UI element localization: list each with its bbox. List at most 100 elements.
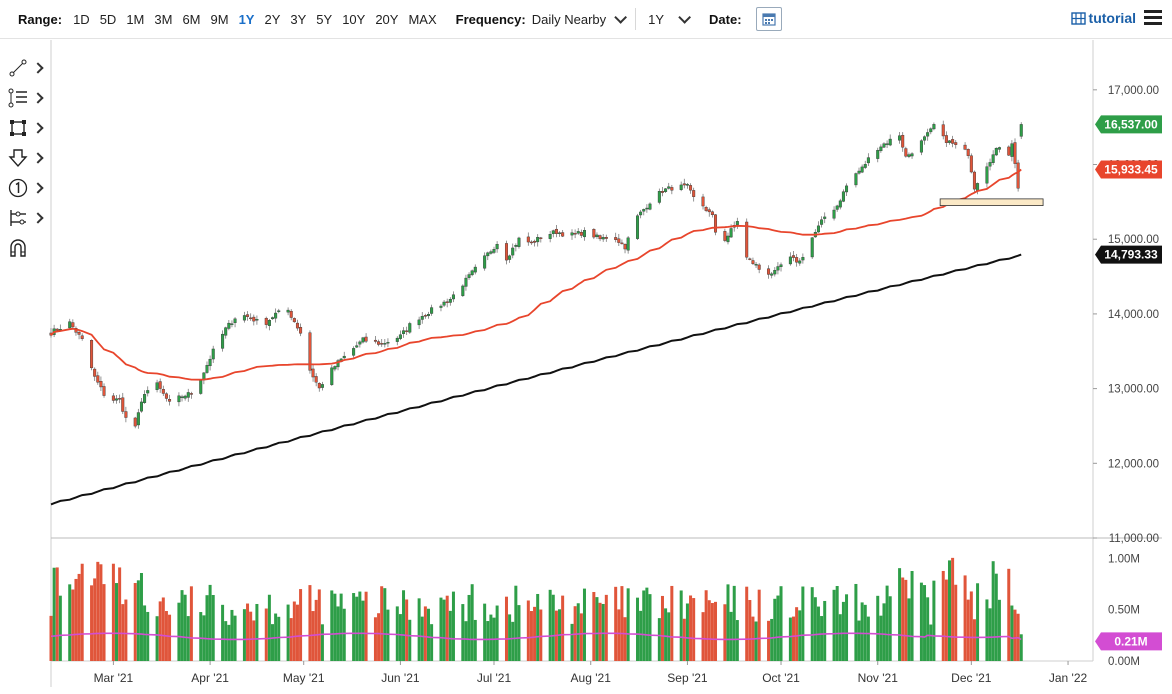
x-tick-label: Dec '21 — [951, 671, 992, 685]
candle-body — [164, 393, 168, 399]
range-2y[interactable]: 2Y — [264, 11, 281, 27]
candle-body — [748, 258, 752, 260]
volume-bar — [820, 616, 824, 661]
volume-average-badge-text: 0.21M — [1114, 634, 1147, 648]
candle-body — [947, 140, 951, 143]
toolbar-divider — [635, 8, 637, 30]
volume-bar — [289, 618, 293, 661]
x-tick-label: Jan '22 — [1049, 671, 1088, 685]
candle-body — [189, 393, 193, 395]
candle-body — [885, 143, 889, 145]
candle-body — [554, 228, 558, 234]
count-tool[interactable] — [8, 176, 48, 200]
volume-bar — [143, 605, 147, 661]
candle-body — [1016, 162, 1020, 189]
candle-body — [823, 216, 827, 219]
candle-body — [339, 358, 343, 362]
calendar-button[interactable] — [755, 7, 782, 31]
candle-body — [161, 389, 165, 394]
candle-body — [358, 341, 362, 345]
volume-bar — [648, 594, 652, 661]
range-5y[interactable]: 5Y — [316, 11, 333, 27]
count-tool-icon — [8, 178, 28, 198]
tutorial-link[interactable]: tutorial — [1070, 10, 1136, 26]
candle-body — [972, 171, 976, 190]
candle-body — [208, 358, 212, 367]
x-tick-label: Nov '21 — [858, 671, 899, 685]
range-3y[interactable]: 3Y — [290, 11, 307, 27]
candle-body — [642, 209, 646, 212]
fib-tool[interactable] — [8, 86, 48, 110]
candle-body — [205, 365, 209, 373]
volume-bar — [373, 617, 377, 661]
candle-body — [492, 249, 496, 253]
range-10y[interactable]: 10Y — [342, 11, 366, 27]
price-tick-label: 11,000.00 — [1109, 533, 1159, 545]
candle-body — [954, 142, 958, 145]
frequency-select[interactable]: Daily Nearby — [532, 10, 628, 27]
candle-body — [314, 376, 318, 383]
volume-bar — [161, 597, 165, 661]
range-20y[interactable]: 20Y — [375, 11, 399, 27]
rectangle-tool[interactable] — [8, 116, 48, 140]
candle-body — [473, 266, 477, 273]
candle-body — [798, 260, 802, 264]
volume-bar — [233, 615, 237, 661]
range-6m[interactable]: 6M — [182, 11, 201, 27]
volume-bar — [579, 613, 583, 661]
candle-body — [944, 135, 948, 143]
candle-body — [246, 314, 250, 317]
period-select[interactable]: 1Y — [648, 10, 692, 27]
candle-body — [773, 270, 777, 275]
volume-bars — [49, 557, 1023, 661]
range-1y[interactable]: 1Y — [238, 11, 255, 27]
candle-body — [988, 162, 992, 167]
short-ma-badge-text: 15,933.45 — [1104, 162, 1158, 176]
range-3m[interactable]: 3M — [154, 11, 173, 27]
volume-bar — [882, 603, 886, 661]
candle-body — [595, 234, 599, 237]
volume-bar — [93, 578, 97, 661]
chevron-right-icon — [32, 152, 44, 164]
volume-bar — [854, 583, 858, 661]
line-tool[interactable] — [8, 56, 48, 80]
volume-bar — [402, 590, 406, 661]
candle-body — [907, 154, 911, 157]
range-9m[interactable]: 9M — [210, 11, 229, 27]
volume-bar — [751, 616, 755, 661]
measure-tool[interactable] — [8, 206, 48, 230]
candle-body — [320, 384, 324, 388]
volume-bar — [704, 590, 708, 661]
candle-body — [901, 134, 905, 148]
candle-body — [155, 382, 159, 390]
volume-bar — [115, 583, 119, 661]
volume-bar — [617, 609, 621, 661]
volume-tick-label: 1.00M — [1108, 553, 1140, 565]
volume-bar — [529, 611, 533, 661]
candle-body — [904, 148, 908, 157]
range-1m[interactable]: 1M — [126, 11, 145, 27]
volume-bar — [311, 611, 315, 661]
volume-bar — [823, 600, 827, 661]
candle-body — [723, 231, 727, 241]
range-max[interactable]: MAX — [408, 11, 437, 27]
volume-bar — [536, 593, 540, 661]
volume-bar — [954, 584, 958, 661]
hamburger-menu-button[interactable] — [1144, 10, 1162, 26]
volume-bar — [249, 611, 253, 661]
volume-bar — [548, 589, 552, 661]
volume-bar — [383, 588, 387, 661]
volume-bar — [735, 620, 739, 661]
candle-body — [180, 396, 184, 398]
volume-bar — [277, 616, 281, 661]
volume-bar — [969, 591, 973, 661]
volume-bar — [573, 606, 577, 661]
arrow-tool[interactable] — [8, 146, 48, 170]
magnet-tool[interactable] — [8, 236, 48, 260]
volume-bar — [58, 595, 62, 661]
candle-body — [264, 317, 268, 325]
range-5d[interactable]: 5D — [99, 11, 117, 27]
candle-body — [898, 135, 902, 141]
range-1d[interactable]: 1D — [73, 11, 90, 27]
